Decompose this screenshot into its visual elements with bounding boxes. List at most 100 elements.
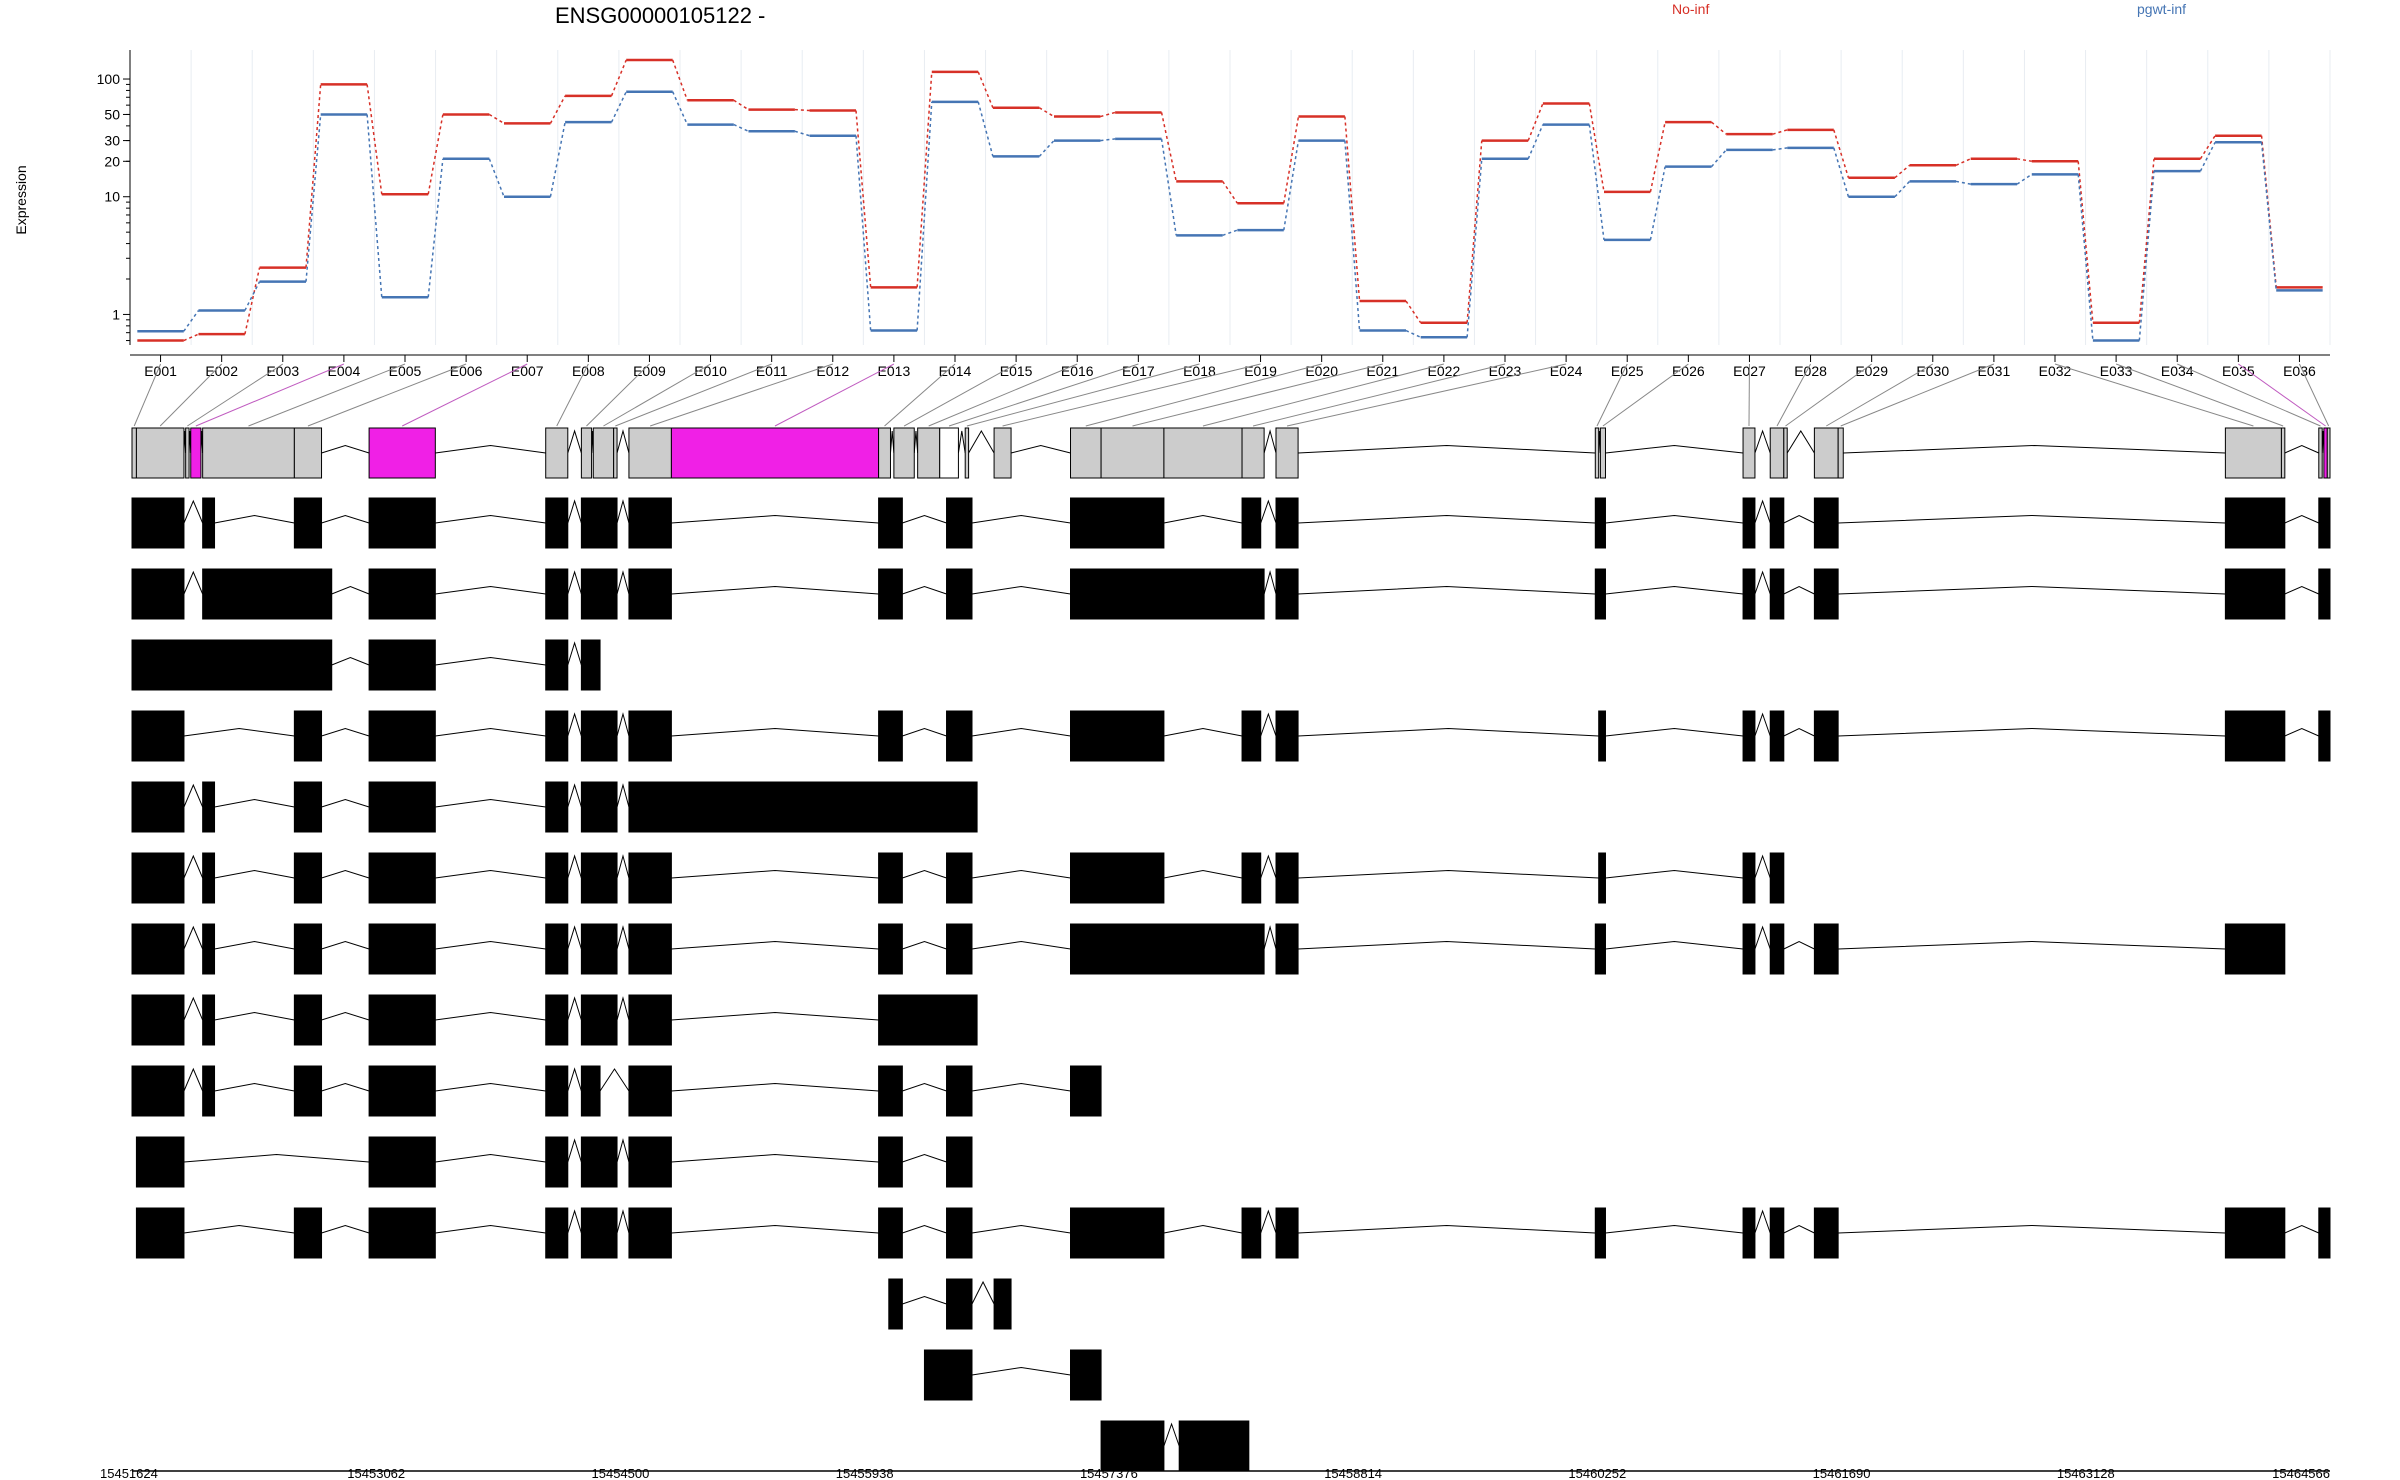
intron xyxy=(616,854,630,879)
intron xyxy=(1260,499,1277,524)
y-tick-label: 1 xyxy=(112,306,120,322)
transcript xyxy=(131,994,978,1046)
exon-bin xyxy=(2323,427,2328,479)
transcript-exon xyxy=(2224,1207,2286,1259)
x-tick-label: E001 xyxy=(144,363,177,379)
transcript-exon xyxy=(545,1065,569,1117)
series-connector xyxy=(183,310,200,332)
transcript-exon xyxy=(1070,1349,1102,1401)
bin-connector xyxy=(615,363,772,427)
y-tick-label: 100 xyxy=(97,71,121,87)
intron xyxy=(1605,869,1744,879)
transcript-exon xyxy=(202,994,216,1046)
intron xyxy=(1783,585,1815,595)
series-connector xyxy=(244,281,261,311)
transcript-exon xyxy=(1275,1207,1299,1259)
intron xyxy=(321,1082,370,1092)
intron xyxy=(1838,1224,2226,1234)
bin-connector xyxy=(1286,363,1567,427)
transcript-exon xyxy=(1070,568,1265,620)
transcript-exon xyxy=(628,710,672,762)
series-connector xyxy=(1344,116,1361,302)
bin-connector xyxy=(1252,363,1506,427)
exon-bin xyxy=(628,427,672,479)
intron xyxy=(1163,514,1243,524)
transcript-exon xyxy=(878,994,978,1046)
series-connector xyxy=(2077,174,2094,341)
legend-pgwt-inf: pgwt-inf xyxy=(2137,1,2186,17)
intron xyxy=(1838,727,2226,737)
transcript-exon xyxy=(1769,497,1785,549)
bin-connector xyxy=(774,363,895,427)
intron xyxy=(435,727,546,737)
transcript-exon xyxy=(946,1207,973,1259)
exon-bin xyxy=(131,427,137,479)
transcript-exon xyxy=(2224,497,2286,549)
intron xyxy=(616,570,630,595)
intron xyxy=(971,1280,995,1305)
genomic-tick-label: 15463128 xyxy=(2057,1466,2115,1480)
exon-bin xyxy=(1783,427,1788,479)
transcript-exon xyxy=(131,781,185,833)
x-tick-label: E030 xyxy=(1916,363,1949,379)
bin-connector xyxy=(1840,363,1995,427)
exon-bin xyxy=(202,427,295,479)
transcript xyxy=(131,710,2331,762)
intron xyxy=(1163,727,1243,737)
transcript-exon xyxy=(878,852,903,904)
intron xyxy=(435,656,546,666)
transcript-exon xyxy=(878,568,903,620)
transcript-exon xyxy=(1070,1065,1102,1117)
intron xyxy=(183,1224,295,1234)
series-connector xyxy=(977,71,994,109)
intron xyxy=(183,1153,370,1163)
transcript-exon xyxy=(878,923,903,975)
transcript-exon xyxy=(545,923,569,975)
intron xyxy=(1260,1209,1277,1234)
transcript-exon xyxy=(628,1136,672,1188)
intron xyxy=(183,854,204,879)
transcript xyxy=(131,497,2331,549)
exon-bin xyxy=(917,427,941,479)
y-axis: 1 10 20 30 50 100 xyxy=(97,50,131,345)
transcript-exon xyxy=(1275,497,1299,549)
transcript-exon xyxy=(628,1065,672,1117)
intron xyxy=(1298,585,1596,595)
exon-bin xyxy=(878,427,891,479)
intron xyxy=(567,1067,582,1092)
bin-connector xyxy=(133,363,162,427)
transcript-exon xyxy=(1769,923,1785,975)
bin-connector xyxy=(966,363,1200,427)
series-connector xyxy=(1038,107,1055,118)
x-tick-label: E013 xyxy=(878,363,911,379)
intron xyxy=(183,570,204,595)
intron xyxy=(435,940,546,950)
intron xyxy=(902,727,947,737)
x-tick-label: E008 xyxy=(572,363,605,379)
transcript-exon xyxy=(1070,852,1165,904)
intron xyxy=(321,798,370,808)
transcript-exon xyxy=(946,1065,973,1117)
intron xyxy=(616,499,630,524)
intron xyxy=(435,444,546,454)
transcript-exon xyxy=(1769,1207,1785,1259)
intron xyxy=(1260,712,1277,737)
x-tick-label: E019 xyxy=(1244,363,1277,379)
transcript-exon xyxy=(368,639,436,691)
intron xyxy=(435,1011,546,1021)
transcript-exon xyxy=(202,568,333,620)
transcript-exon xyxy=(202,852,216,904)
intron xyxy=(902,514,947,524)
intron xyxy=(1754,429,1771,454)
exon-bin xyxy=(293,427,323,479)
transcript-exon xyxy=(368,994,436,1046)
intron xyxy=(957,430,966,454)
transcript-exon xyxy=(1742,497,1756,549)
transcript-exon xyxy=(1241,497,1262,549)
intron xyxy=(913,430,919,454)
intron xyxy=(321,1224,370,1234)
intron xyxy=(971,1082,1071,1092)
x-tick-label: E024 xyxy=(1550,363,1583,379)
intron xyxy=(902,940,947,950)
x-tick-label: E021 xyxy=(1366,363,1399,379)
